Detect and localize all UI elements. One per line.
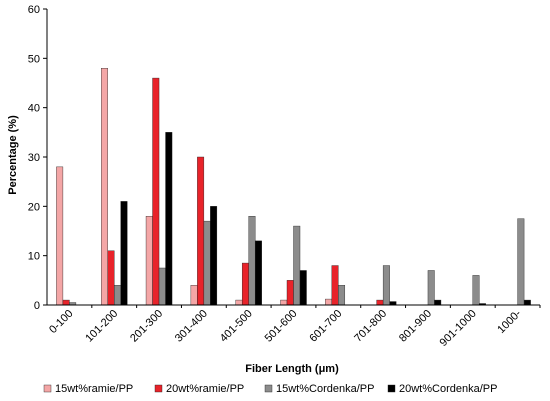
bar [376, 299, 384, 306]
bar [286, 280, 294, 306]
y-tick-label: 0 [34, 300, 40, 312]
legend-item: 20wt%ramie/PP [154, 383, 244, 395]
bar [165, 132, 173, 306]
bar [235, 299, 243, 306]
x-axis-ticks: 0-100 101-200 201-300 301-400 401-500 501-600… [47, 305, 541, 349]
bar [427, 270, 435, 306]
plot-area [56, 67, 531, 306]
bar [434, 299, 442, 306]
bar [293, 225, 301, 306]
legend-label: 20wt%Cordenka/PP [399, 383, 497, 395]
x-tick-label: 801-900 [397, 308, 434, 345]
bar [517, 218, 525, 306]
bar [331, 265, 339, 306]
legend-swatch [264, 384, 273, 393]
legend-item: 15wt%Cordenka/PP [264, 383, 374, 395]
bar [389, 301, 397, 306]
bar [158, 267, 166, 306]
bar [203, 220, 211, 306]
bar [472, 275, 480, 306]
x-tick-label: 901-1000 [438, 308, 479, 349]
y-tick-label: 30 [28, 152, 40, 164]
bar [523, 299, 531, 306]
x-tick-label: 301-400 [173, 308, 210, 345]
legend-label: 20wt%ramie/PP [166, 383, 244, 395]
legend-swatch [154, 384, 163, 393]
bar [152, 77, 160, 306]
x-tick-label: 201-300 [128, 308, 165, 345]
x-tick-label: 501-600 [263, 308, 300, 345]
bar [338, 285, 346, 306]
bar [197, 156, 205, 306]
bar [325, 298, 333, 306]
bar [254, 240, 262, 306]
bar [145, 215, 153, 306]
legend-label: 15wt%ramie/PP [55, 383, 133, 395]
y-tick-label: 50 [28, 53, 40, 65]
x-tick-label: 701-800 [352, 308, 389, 345]
bar [210, 206, 218, 306]
y-tick-label: 20 [28, 201, 40, 213]
x-tick-label: 0-100 [47, 308, 75, 336]
bar [382, 265, 390, 306]
y-tick-label: 40 [28, 103, 40, 115]
legend-swatch [43, 384, 52, 393]
bar [299, 270, 307, 306]
legend-item: 15wt%ramie/PP [43, 383, 133, 395]
bar [101, 67, 108, 306]
x-tick-label: 1000- [495, 307, 524, 336]
legend: 15wt%ramie/PP 20wt%ramie/PP 15wt%Cordenka/… [43, 383, 497, 395]
bar [107, 250, 115, 306]
y-axis-title: Percentage (%) [7, 115, 19, 195]
x-tick-label: 101-200 [83, 308, 120, 345]
x-tick-label: 601-700 [307, 308, 344, 345]
bar [190, 285, 198, 306]
bar [62, 299, 70, 306]
bar [56, 166, 64, 306]
bar [120, 201, 128, 306]
x-tick-label: 401-500 [218, 308, 255, 345]
y-axis-ticks: 0 10 20 30 40 50 60 [28, 4, 47, 312]
bar [114, 285, 121, 306]
legend-swatch [387, 384, 396, 393]
bar [248, 215, 256, 306]
y-tick-label: 10 [28, 251, 40, 263]
legend-label: 15wt%Cordenka/PP [276, 383, 374, 395]
bar [280, 299, 288, 306]
x-axis-title: Fiber Length (μm) [245, 363, 339, 375]
bar [241, 262, 249, 306]
y-tick-label: 60 [28, 4, 40, 16]
legend-item: 20wt%Cordenka/PP [387, 383, 497, 395]
